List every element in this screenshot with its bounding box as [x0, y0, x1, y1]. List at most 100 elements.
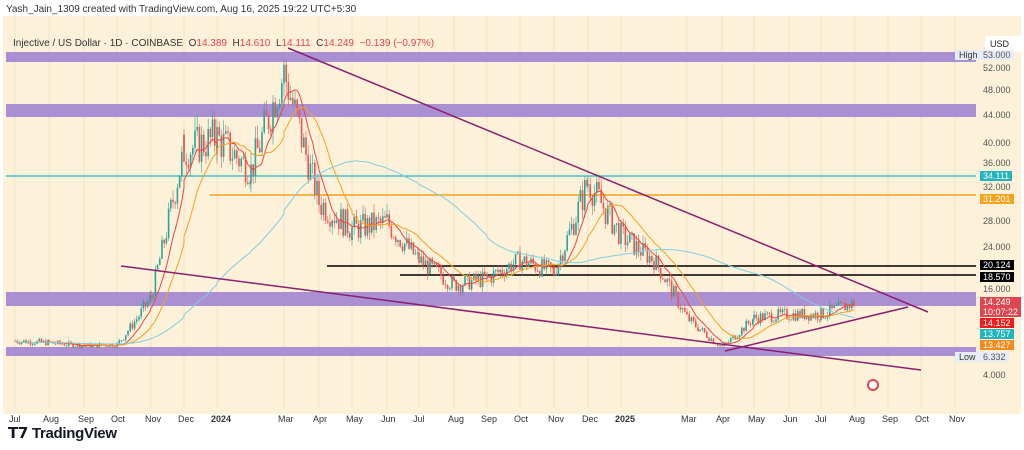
- candle-body: [125, 335, 127, 340]
- candle-body: [149, 295, 151, 302]
- candle-body: [333, 220, 336, 223]
- candle-body: [172, 199, 174, 203]
- candle-body: [653, 261, 655, 271]
- candle-body: [662, 278, 664, 280]
- candle-body: [185, 161, 187, 165]
- candle-body: [327, 220, 329, 223]
- candle-body: [525, 256, 528, 267]
- candle-body: [281, 83, 283, 104]
- candle-body: [752, 319, 754, 325]
- candle-body: [225, 131, 227, 134]
- last-price-tag: 14.249 10:07:22: [980, 297, 1022, 317]
- time-axis-label: Dec: [582, 414, 599, 424]
- currency-button[interactable]: USD: [985, 36, 1023, 52]
- candle-body: [743, 327, 745, 332]
- candle-body: [539, 271, 541, 277]
- candle-body: [624, 226, 627, 246]
- candle-body: [775, 319, 777, 322]
- candle-body: [309, 163, 312, 180]
- candle-body: [72, 343, 74, 348]
- candle-body: [163, 239, 165, 244]
- candle-body: [127, 331, 129, 336]
- candle-body: [384, 216, 386, 218]
- candle-body: [34, 344, 36, 345]
- candle-body: [218, 127, 220, 136]
- candle-body: [570, 223, 573, 230]
- candle-body: [799, 311, 801, 318]
- candle-body: [414, 253, 417, 255]
- horizontal-zone: [6, 292, 976, 306]
- candle-body: [589, 184, 591, 198]
- candle-body: [192, 147, 194, 155]
- candle-body: [314, 162, 316, 196]
- candle-body: [395, 237, 397, 242]
- open-label: O: [188, 38, 197, 49]
- candle-body: [840, 301, 842, 303]
- candle-body: [429, 258, 431, 275]
- candle-body: [486, 273, 488, 278]
- candle-body: [433, 262, 436, 264]
- candle-body: [786, 309, 788, 319]
- candle-body: [244, 157, 247, 183]
- candle-body: [74, 346, 77, 348]
- candle-body: [579, 190, 582, 202]
- candle-body: [455, 280, 457, 291]
- candle-body: [481, 271, 484, 287]
- candle-body: [371, 212, 373, 233]
- candle-body: [557, 264, 560, 275]
- candle-body: [646, 248, 649, 263]
- candle-body: [120, 340, 123, 342]
- candle-body: [424, 260, 427, 266]
- low-value: 14.111: [281, 38, 311, 49]
- candle-body: [440, 267, 442, 276]
- candle-body: [708, 337, 710, 341]
- bar-countdown: 10:07:22: [983, 307, 1019, 317]
- candle-body: [788, 318, 790, 320]
- candle-body: [510, 263, 512, 272]
- candle-body: [442, 275, 444, 285]
- candle-body: [684, 308, 686, 312]
- candle-body: [331, 220, 333, 227]
- candle-body: [801, 309, 803, 318]
- candle-body: [373, 212, 375, 231]
- candle-body: [703, 328, 706, 333]
- time-axis-label: Sep: [882, 414, 899, 424]
- candle-body: [147, 301, 149, 307]
- candle-body: [207, 128, 209, 157]
- candle-body: [677, 291, 679, 308]
- time-axis-label: May: [346, 414, 364, 424]
- tv-logo-icon: 𝗧𝟳: [8, 425, 32, 442]
- candle-body: [65, 345, 68, 347]
- time-axis-label: Aug: [43, 414, 60, 424]
- time-axis-label: Apr: [716, 414, 731, 424]
- candle-body: [575, 222, 577, 235]
- tradingview-logo[interactable]: 𝗧𝟳 TradingView: [8, 424, 117, 442]
- candle-body: [114, 346, 116, 348]
- chart-canvas[interactable]: [3, 16, 1021, 414]
- time-axis-label: Oct: [514, 414, 529, 424]
- ma-line-red: [14, 89, 854, 347]
- price-axis-label: 52.000: [983, 63, 1011, 73]
- time-axis-label: Nov: [949, 414, 966, 424]
- candle-body: [418, 252, 420, 263]
- low-label: L: [275, 38, 282, 49]
- candle-body: [545, 260, 548, 270]
- candle-body: [263, 110, 265, 133]
- candle-body: [410, 242, 412, 249]
- high-price-tag: 53.000: [980, 50, 1014, 60]
- candle-body: [736, 337, 739, 340]
- candle-body: [267, 115, 270, 130]
- price-chart[interactable]: Injective / US Dollar · 1D · COINBASE O1…: [3, 16, 1023, 424]
- candle-body: [668, 279, 671, 281]
- candle-body: [626, 242, 629, 246]
- candle-body: [346, 209, 349, 234]
- candle-body: [519, 251, 521, 270]
- candle-body: [629, 233, 631, 243]
- candle-body: [274, 102, 276, 118]
- candle-body: [604, 208, 607, 224]
- candle-body: [829, 304, 831, 316]
- time-axis-label: Aug: [849, 414, 866, 424]
- candle-body: [745, 320, 747, 332]
- candle-body: [203, 134, 205, 153]
- price-axis-label: 40.000: [983, 138, 1011, 148]
